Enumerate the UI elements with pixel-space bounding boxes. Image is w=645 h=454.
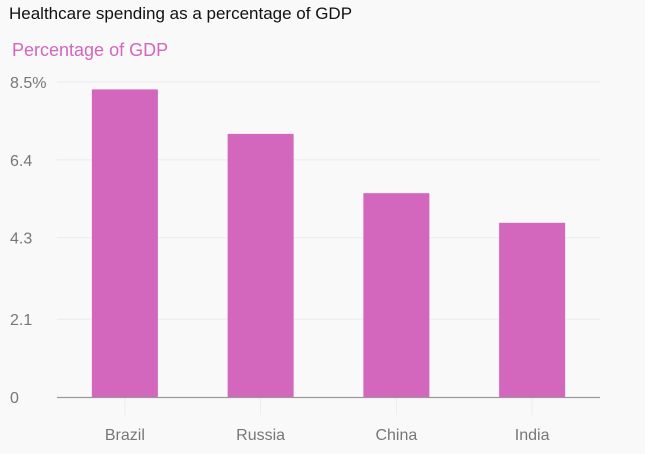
x-tick-label: Russia: [236, 427, 285, 444]
y-tick-label: 4.3: [10, 231, 32, 248]
y-tick-label: 8.5%: [10, 75, 46, 92]
x-tick-label: Brazil: [105, 427, 145, 444]
y-tick-label: 0: [10, 390, 19, 407]
x-tick-label: India: [515, 427, 550, 444]
bar-india: [499, 222, 566, 397]
bar-russia: [227, 133, 294, 397]
y-tick-label: 2.1: [10, 312, 32, 329]
chart-subtitle: Percentage of GDP: [12, 40, 169, 60]
chart-title: Healthcare spending as a percentage of G…: [9, 4, 353, 23]
bar-brazil: [91, 89, 158, 397]
y-tick-label: 6.4: [10, 153, 32, 170]
bar-china: [363, 193, 430, 397]
x-tick-label: China: [375, 427, 417, 444]
